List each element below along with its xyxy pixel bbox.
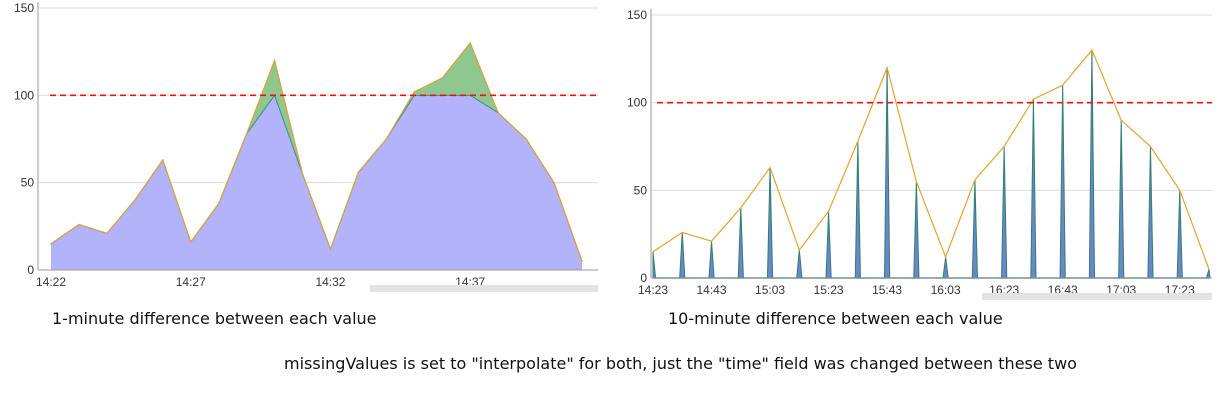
area-under-threshold [51,95,582,270]
caption-right: 10-minute difference between each value [668,309,1003,328]
x-tick-label: 15:23 [814,283,844,297]
x-tick-label: 15:03 [755,283,785,297]
data-point [217,202,220,205]
series-line [652,48,1210,270]
data-point [329,248,332,250]
data-spike [1147,146,1154,279]
data-point [301,173,304,175]
x-tick-label: 14:43 [697,283,727,297]
data-point [385,138,388,140]
data-spike [854,141,861,279]
data-spike [1118,120,1125,279]
x-tick-label: 15:43 [872,283,902,297]
y-tick-label: 50 [21,176,35,190]
x-tick-label: 14:23 [638,283,668,297]
data-point [245,132,248,135]
data-spike [1030,99,1037,279]
data-point [134,199,136,201]
data-point [106,232,108,235]
data-point [161,159,164,161]
data-spike [796,249,803,279]
data-spike [883,67,891,279]
data-spike [1176,190,1183,279]
data-point [273,59,276,62]
data-point [581,260,583,263]
data-point [469,42,472,44]
note-text: missingValues is set to "interpolate" fo… [284,354,1077,373]
series-line [50,41,583,262]
data-point [50,243,52,245]
data-spike [1205,269,1211,279]
data-spike [942,256,949,279]
y-tick-label: 100 [627,96,647,110]
x-tick-label: 14:22 [36,275,66,289]
scrollbar-right [982,293,1212,300]
x-tick-label: 16:03 [931,283,961,297]
data-point [553,181,555,184]
y-tick-label: 150 [14,1,34,15]
data-spike [825,211,832,279]
data-point [525,138,527,140]
data-spike [766,167,774,279]
y-tick-label: 50 [634,183,648,197]
x-tick-label: 14:32 [315,275,345,289]
data-point [78,223,80,226]
data-point [413,91,416,93]
data-spike [737,207,744,279]
data-point [497,112,499,114]
data-spike [708,241,715,279]
data-spike [652,251,657,279]
data-spike [679,232,686,279]
data-spike [1088,50,1096,279]
y-tick-label: 0 [640,271,647,285]
data-spike [1001,146,1008,279]
scrollbar-left [370,285,598,292]
data-point [357,171,360,173]
y-tick-label: 0 [27,263,34,277]
data-spike [1059,85,1066,279]
x-tick-label: 14:27 [176,275,206,289]
caption-left: 1-minute difference between each value [52,309,377,328]
data-point [441,77,444,79]
y-tick-label: 100 [14,88,34,102]
data-spike [971,179,979,279]
data-point [189,241,192,243]
data-spike [913,181,920,279]
y-tick-label: 150 [627,8,647,22]
